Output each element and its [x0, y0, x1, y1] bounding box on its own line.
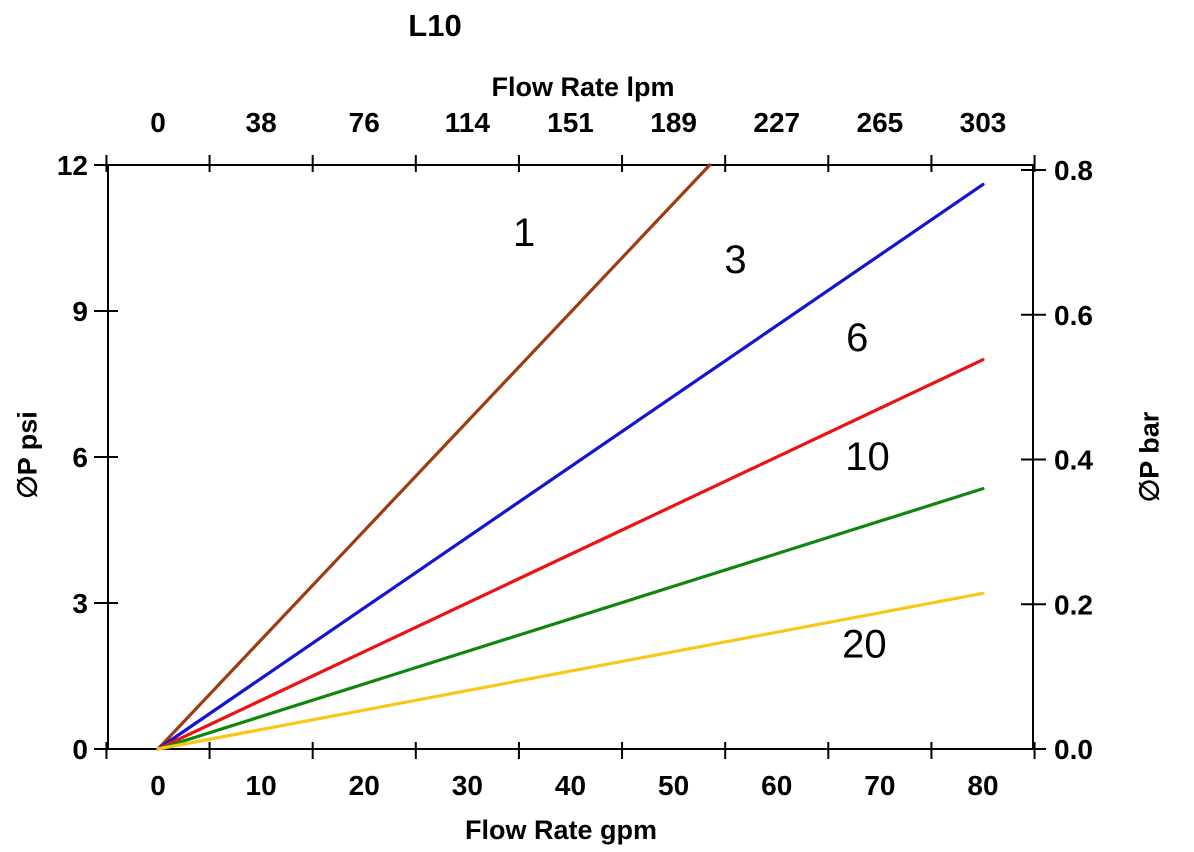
top-axis-tick-label: 0: [150, 107, 166, 138]
y-left-tick-label: 12: [57, 150, 88, 181]
series-label-20: 20: [842, 622, 887, 666]
y-left-tick-label: 6: [72, 442, 88, 473]
x-axis-tick-label: 80: [967, 770, 998, 801]
y-left-tick-label: 0: [72, 734, 88, 765]
series-line-20: [156, 591, 985, 751]
top-axis-tick-label: 189: [650, 107, 697, 138]
top-axis-title: Flow Rate lpm: [491, 72, 675, 102]
top-axis-tick-label: 151: [547, 107, 594, 138]
x-axis-tick-label: 70: [864, 770, 895, 801]
x-axis-tick-label: 0: [150, 770, 166, 801]
series-label-3: 3: [724, 238, 746, 282]
top-axis-tick-label: 303: [960, 107, 1007, 138]
x-axis-tick-label: 50: [658, 770, 689, 801]
top-axis-tick-label: 76: [349, 107, 380, 138]
series-line-10: [156, 487, 985, 751]
series-line-3: [156, 182, 985, 751]
y-right-tick-label: 0.2: [1054, 589, 1093, 620]
series-line-1: [156, 163, 712, 751]
y-left-tick-label: 9: [72, 296, 88, 327]
bottom-axis-title: Flow Rate gpm: [464, 815, 658, 845]
x-axis-tick-label: 40: [555, 770, 586, 801]
plot-border: [107, 164, 1034, 750]
y-right-tick-label: 0.4: [1054, 445, 1093, 476]
top-axis-tick-label: 227: [753, 107, 800, 138]
x-axis-tick-label: 60: [761, 770, 792, 801]
y-left-tick-label: 3: [72, 588, 88, 619]
y-right-tick-label: 0.8: [1054, 155, 1093, 186]
y-right-tick-label: 0.0: [1054, 734, 1093, 765]
chart-title: L10: [408, 8, 462, 43]
x-axis-tick-label: 20: [349, 770, 380, 801]
x-axis-tick-label: 10: [246, 770, 277, 801]
y-right-tick-label: 0.6: [1054, 300, 1093, 331]
series-label-6: 6: [846, 316, 868, 360]
series-label-10: 10: [845, 435, 890, 479]
top-axis-tick-label: 265: [857, 107, 904, 138]
series-label-1: 1: [513, 211, 535, 255]
series-line-6: [156, 358, 985, 751]
x-axis-tick-label: 30: [452, 770, 483, 801]
top-axis-tick-label: 38: [246, 107, 277, 138]
top-axis-tick-label: 114: [445, 107, 491, 138]
